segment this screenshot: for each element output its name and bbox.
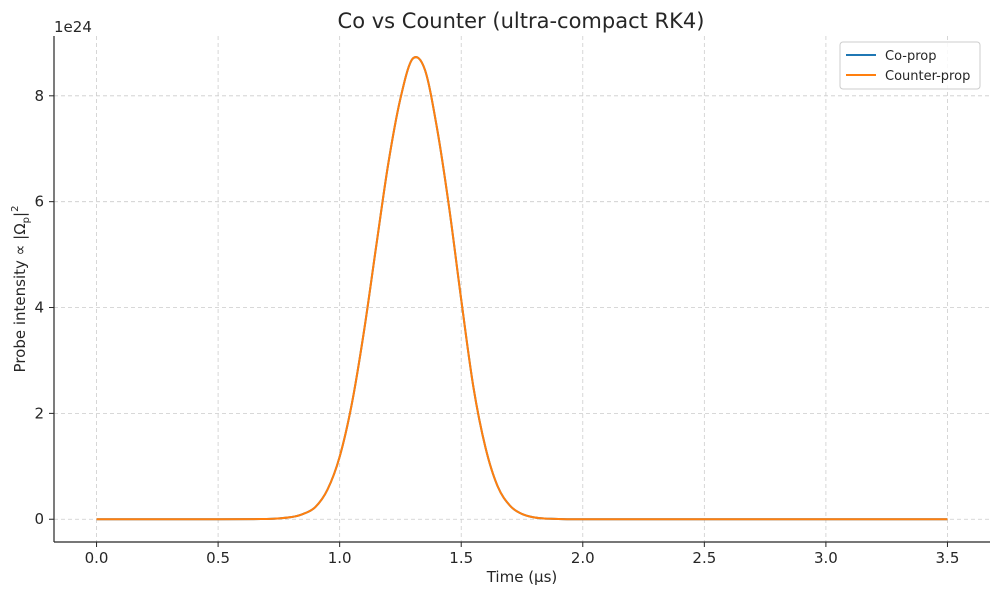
series-layer xyxy=(96,56,948,521)
y-tick-label: 2 xyxy=(34,404,44,422)
y-offset-text: 1e24 xyxy=(54,18,92,36)
y-axis-label-tail: | xyxy=(11,212,29,217)
y-tick-label: 6 xyxy=(34,193,44,211)
legend: Co-prop Counter-prop xyxy=(839,41,981,90)
axes-layer xyxy=(53,36,990,543)
series-line-co-prop xyxy=(96,56,948,521)
x-tick-label: 2.5 xyxy=(692,549,716,567)
x-tick-label: 1.0 xyxy=(328,549,352,567)
y-axis-label: Probe intensity ∝ |Ωp|2 xyxy=(10,206,32,373)
y-axis-label-main: Probe intensity ∝ |Ω xyxy=(11,223,29,372)
x-axis-label: Time (μs) xyxy=(486,568,558,586)
legend-box xyxy=(839,41,981,90)
x-tick-label: 3.5 xyxy=(936,549,960,567)
x-tick-label: 3.0 xyxy=(814,549,838,567)
x-tick-label: 1.5 xyxy=(449,549,473,567)
y-tick-label: 0 xyxy=(34,510,44,528)
y-axis-label-sub: p xyxy=(21,217,32,223)
y-tick-label: 8 xyxy=(34,87,44,105)
series-line-counter-prop xyxy=(96,56,948,521)
legend-label-co-prop: Co-prop xyxy=(885,49,936,64)
x-tick-label: 0.0 xyxy=(85,549,109,567)
y-axis-label-sup: 2 xyxy=(10,206,21,212)
x-tick-label: 0.5 xyxy=(206,549,230,567)
chart-title: Co vs Counter (ultra-compact RK4) xyxy=(338,9,705,33)
ticks-layer: 0.0 0.5 1.0 1.5 2.0 2.5 3.0 3.5 0 2 4 6 8 xyxy=(34,87,959,567)
grid-layer xyxy=(54,36,990,542)
legend-label-counter-prop: Counter-prop xyxy=(885,69,970,84)
y-tick-label: 4 xyxy=(34,299,44,317)
x-tick-label: 2.0 xyxy=(571,549,595,567)
